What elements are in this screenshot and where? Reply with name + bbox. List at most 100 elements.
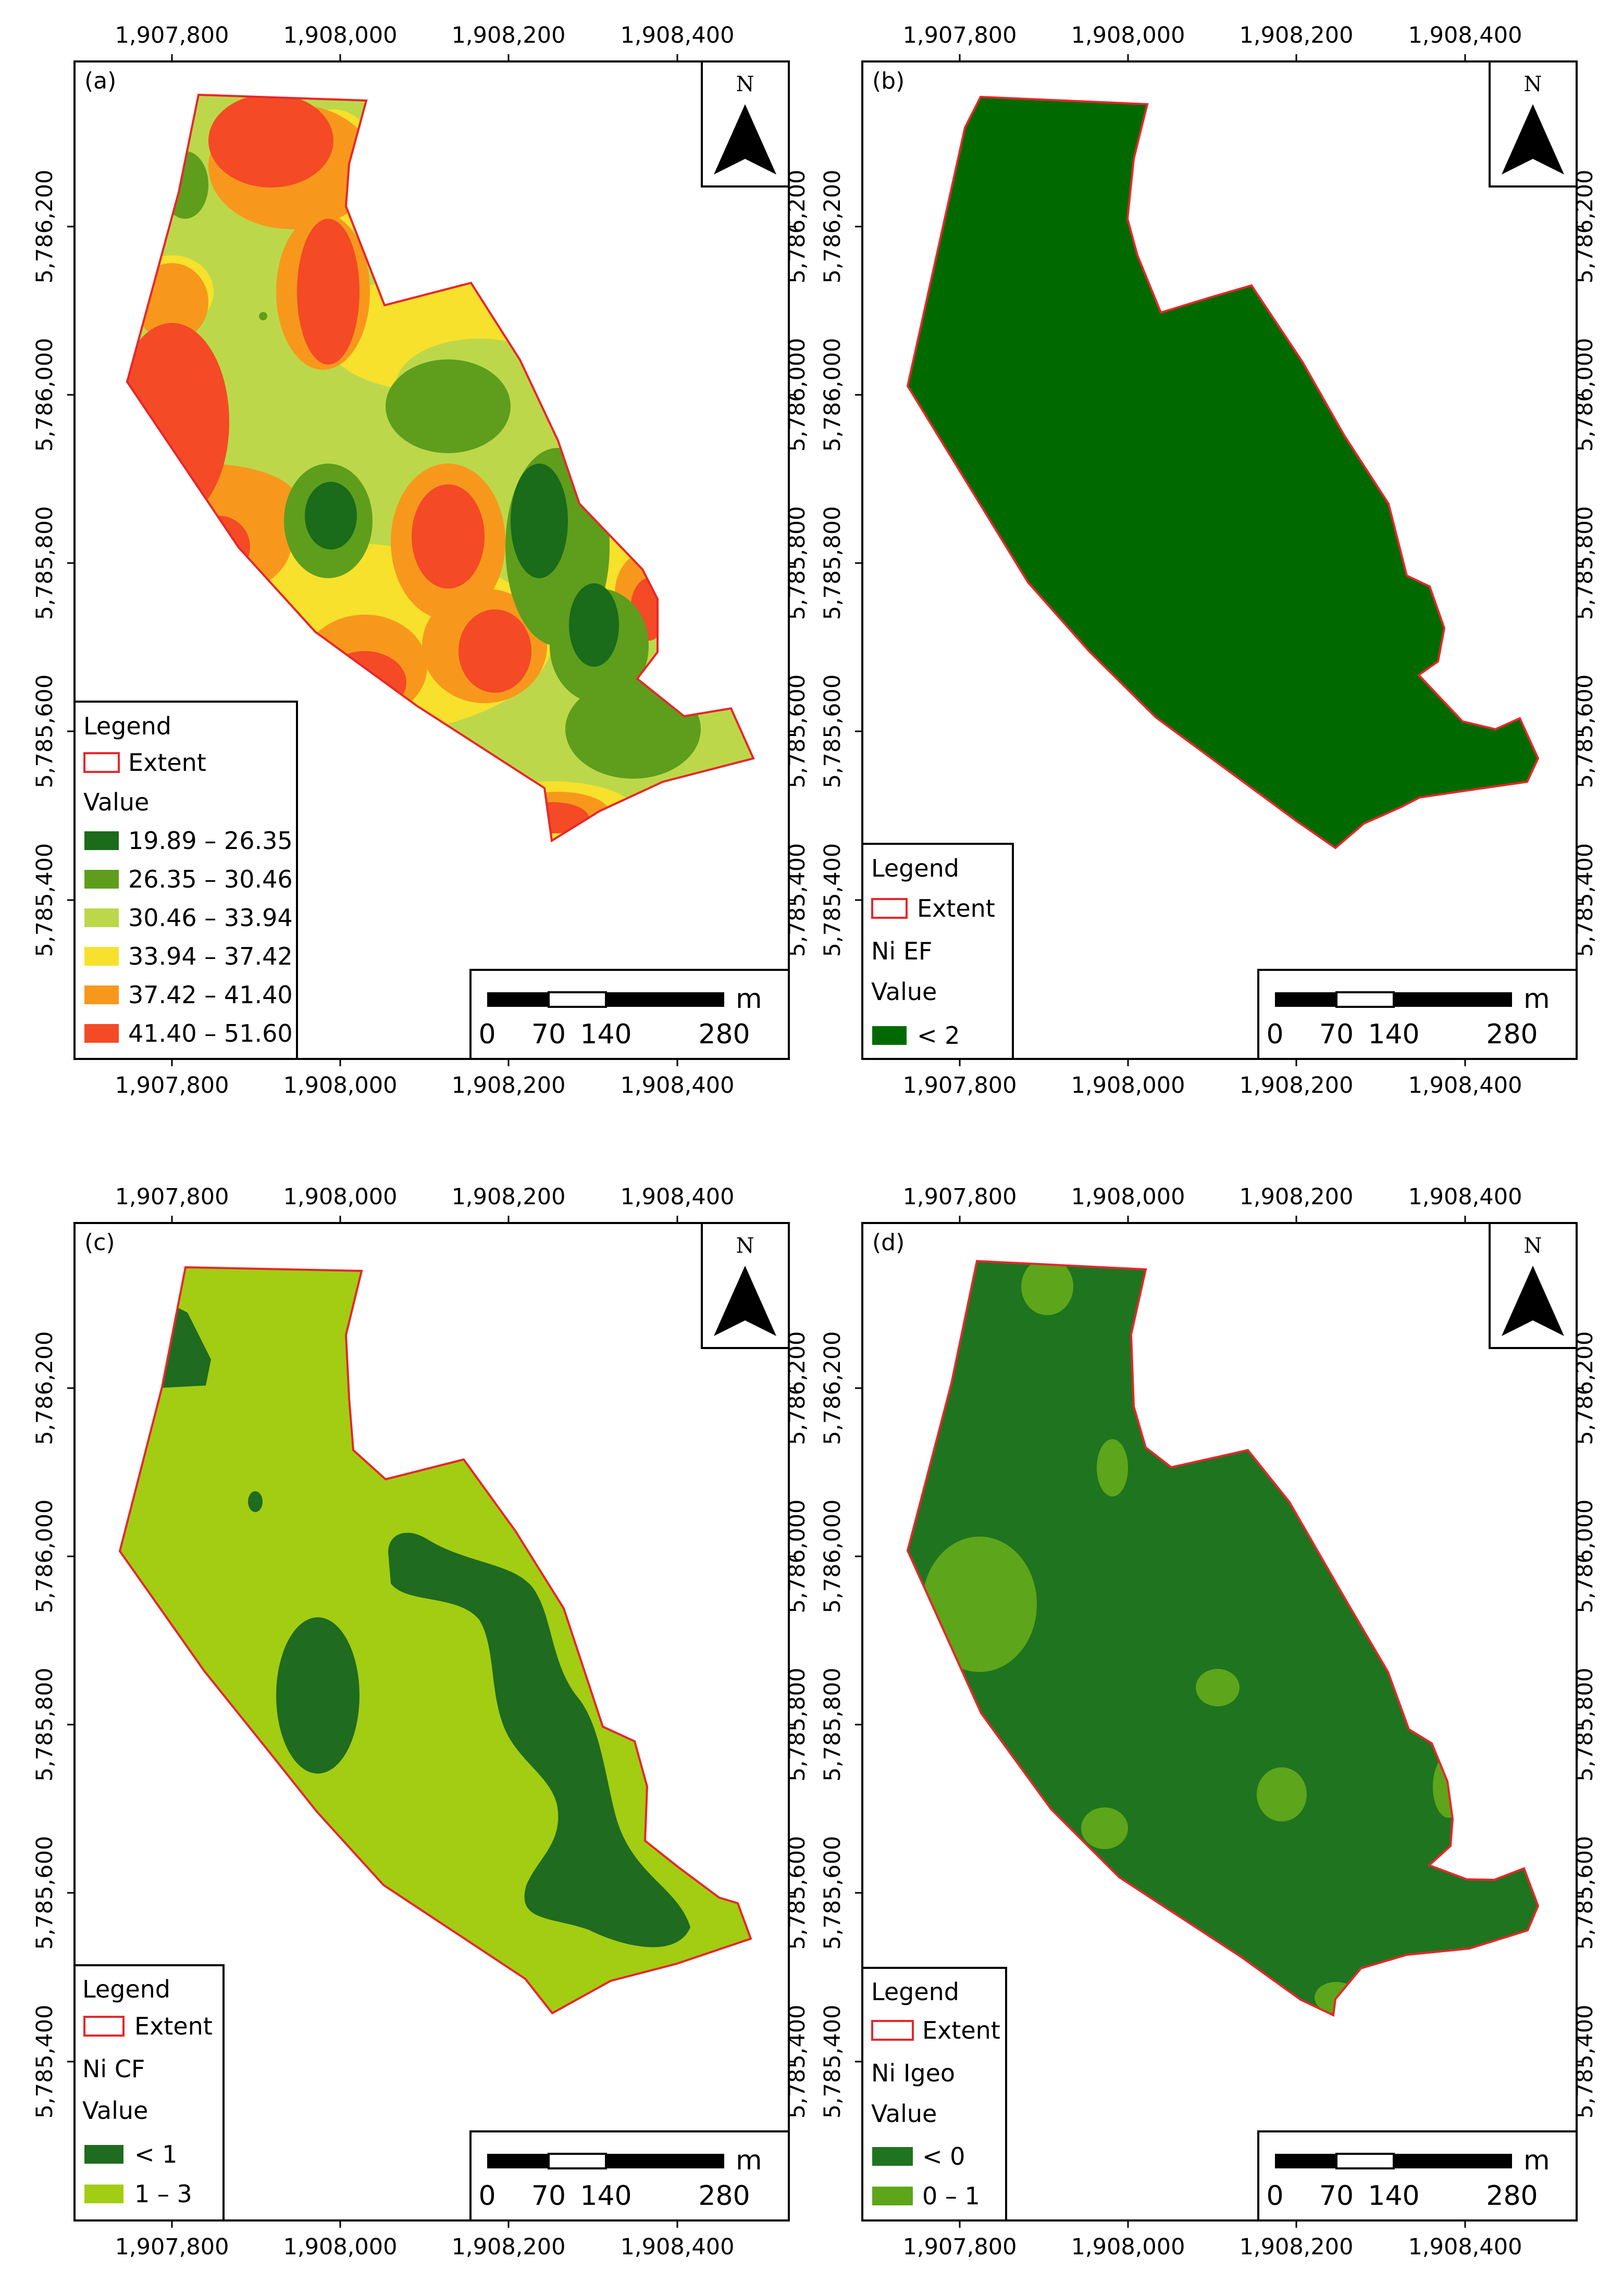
y-tick-label: 5,785,600 xyxy=(820,675,846,789)
legend-class-label: 1 – 3 xyxy=(134,2180,192,2208)
x-tick-label: 1,908,200 xyxy=(1240,2234,1354,2260)
scale-label: 70 xyxy=(1319,2180,1354,2212)
north-arrow-icon xyxy=(1502,1266,1564,1336)
scale-bar: m 0 70 140 280 xyxy=(469,2130,790,2222)
y-tick-label: 5,785,800 xyxy=(820,506,846,620)
value-label: Value xyxy=(871,978,937,1006)
y-tick-label: 5,785,400 xyxy=(784,2005,810,2119)
scale-label: 70 xyxy=(531,1019,566,1050)
y-tick-label: 5,785,600 xyxy=(1572,1836,1598,1950)
north-arrow: N xyxy=(701,1222,790,1349)
legend-swatch xyxy=(84,870,119,889)
class-fill xyxy=(922,1537,1037,1672)
x-tick-label: 1,908,000 xyxy=(283,1072,398,1099)
panel-label: (d) xyxy=(872,1229,905,1256)
legend-class-label: 41.40 – 51.60 xyxy=(128,1019,293,1047)
x-tick-label: 1,907,800 xyxy=(903,1072,1017,1099)
x-tick-label: 1,908,200 xyxy=(452,1184,566,1210)
class-fill xyxy=(1021,1261,1073,1315)
legend-class-label: < 0 xyxy=(922,2142,965,2170)
class-fill xyxy=(276,1617,360,1774)
legend-class-label: 0 – 1 xyxy=(922,2182,980,2210)
scale-label: 280 xyxy=(698,1019,750,1050)
y-tick-label: 5,786,000 xyxy=(784,1500,810,1614)
y-tick-label: 5,786,200 xyxy=(1572,170,1598,284)
x-tick-label: 1,908,200 xyxy=(452,1072,566,1099)
north-arrow: N xyxy=(1489,60,1578,188)
x-tick-label: 1,908,000 xyxy=(1071,1072,1185,1099)
x-tick-label: 1,908,000 xyxy=(1071,2234,1185,2260)
scale-label: 140 xyxy=(1368,1019,1419,1050)
north-label: N xyxy=(1524,1234,1542,1258)
y-tick-label: 5,785,600 xyxy=(784,675,810,789)
x-tick-label: 1,907,800 xyxy=(903,1184,1017,1210)
scale-label: 0 xyxy=(1266,2180,1283,2212)
y-tick-label: 5,785,600 xyxy=(32,1836,58,1950)
tick-labels: 1,907,800 1,908,000 1,908,200 1,908,400 … xyxy=(32,22,1598,2260)
x-tick-label: 1,908,400 xyxy=(1408,2234,1522,2260)
x-tick-label: 1,907,800 xyxy=(115,1072,229,1099)
class-fill xyxy=(511,464,568,578)
scale-bar: m 0 70 140 280 xyxy=(1257,2130,1578,2222)
y-tick-label: 5,785,600 xyxy=(784,1836,810,1950)
class-fill xyxy=(305,482,357,550)
y-tick-label: 5,785,800 xyxy=(32,506,58,620)
legend-class-label: 37.42 – 41.40 xyxy=(128,981,293,1009)
value-label: Value xyxy=(82,2097,148,2125)
scale-unit: m xyxy=(736,983,762,1015)
scale-label: 70 xyxy=(531,2180,566,2212)
scale-unit: m xyxy=(1523,2145,1550,2176)
y-tick-label: 5,785,800 xyxy=(784,506,810,620)
x-tick-label: 1,908,000 xyxy=(283,1184,398,1210)
x-tick-label: 1,908,000 xyxy=(1071,1184,1185,1210)
legend-swatch xyxy=(872,2187,913,2205)
legend-class-label: 26.35 – 30.46 xyxy=(128,865,293,893)
x-tick-label: 1,908,400 xyxy=(1408,1184,1522,1210)
class-fill xyxy=(412,484,485,589)
x-tick-label: 1,907,800 xyxy=(115,2234,229,2260)
legend-swatch xyxy=(84,2185,123,2203)
legend-swatch xyxy=(84,2145,123,2164)
class-fill xyxy=(565,680,701,779)
legend-swatch xyxy=(84,908,119,927)
x-tick-label: 1,908,000 xyxy=(283,2234,398,2260)
y-tick-label: 5,785,800 xyxy=(32,1668,58,1782)
scale-label: 140 xyxy=(580,2180,631,2212)
class-fill xyxy=(569,583,619,667)
y-tick-label: 5,786,000 xyxy=(820,338,846,452)
legend-box: Legend Extent Ni EF Value < 2 xyxy=(861,843,1014,1060)
north-arrow: N xyxy=(701,60,790,188)
x-tick-label: 1,908,200 xyxy=(1240,1072,1354,1099)
legend-class-label: 33.94 – 37.42 xyxy=(128,942,293,970)
scale-label: 280 xyxy=(1486,1019,1538,1050)
scale-label: 140 xyxy=(580,1019,631,1050)
north-arrow: N xyxy=(1489,1222,1578,1349)
class-fill xyxy=(388,1532,690,1948)
legend-swatch xyxy=(872,1026,907,1045)
scale-label: 0 xyxy=(478,1019,495,1050)
y-tick-label: 5,785,400 xyxy=(1572,843,1598,957)
scale-bar: m 0 70 140 280 xyxy=(1257,969,1578,1060)
legend-box: Legend Extent Ni CF Value < 1 1 – 3 xyxy=(73,1964,225,2222)
y-tick-label: 5,785,600 xyxy=(1572,675,1598,789)
scale-unit: m xyxy=(1523,983,1550,1015)
class-fill xyxy=(208,95,333,188)
y-tick-label: 5,786,000 xyxy=(820,1500,846,1614)
legend-class-label: < 2 xyxy=(917,1021,960,1050)
class-fill xyxy=(906,95,1540,850)
panel-label: (a) xyxy=(84,68,116,94)
scale-label: 0 xyxy=(478,2180,495,2212)
class-fill xyxy=(459,609,531,693)
panel-label: (b) xyxy=(872,68,905,94)
value-label: Value xyxy=(871,2100,937,2128)
layer-name: Ni Igeo xyxy=(871,2059,955,2087)
y-tick-label: 5,785,400 xyxy=(32,2005,58,2119)
panel-b-map xyxy=(906,95,1540,850)
y-tick-label: 5,786,200 xyxy=(1572,1331,1598,1445)
class-fill xyxy=(1257,1767,1307,1821)
y-tick-label: 5,785,600 xyxy=(820,1836,846,1950)
extent-label: Extent xyxy=(128,748,206,777)
y-tick-label: 5,785,400 xyxy=(820,843,846,957)
y-tick-label: 5,785,800 xyxy=(820,1668,846,1782)
y-tick-label: 5,786,000 xyxy=(1572,338,1598,452)
